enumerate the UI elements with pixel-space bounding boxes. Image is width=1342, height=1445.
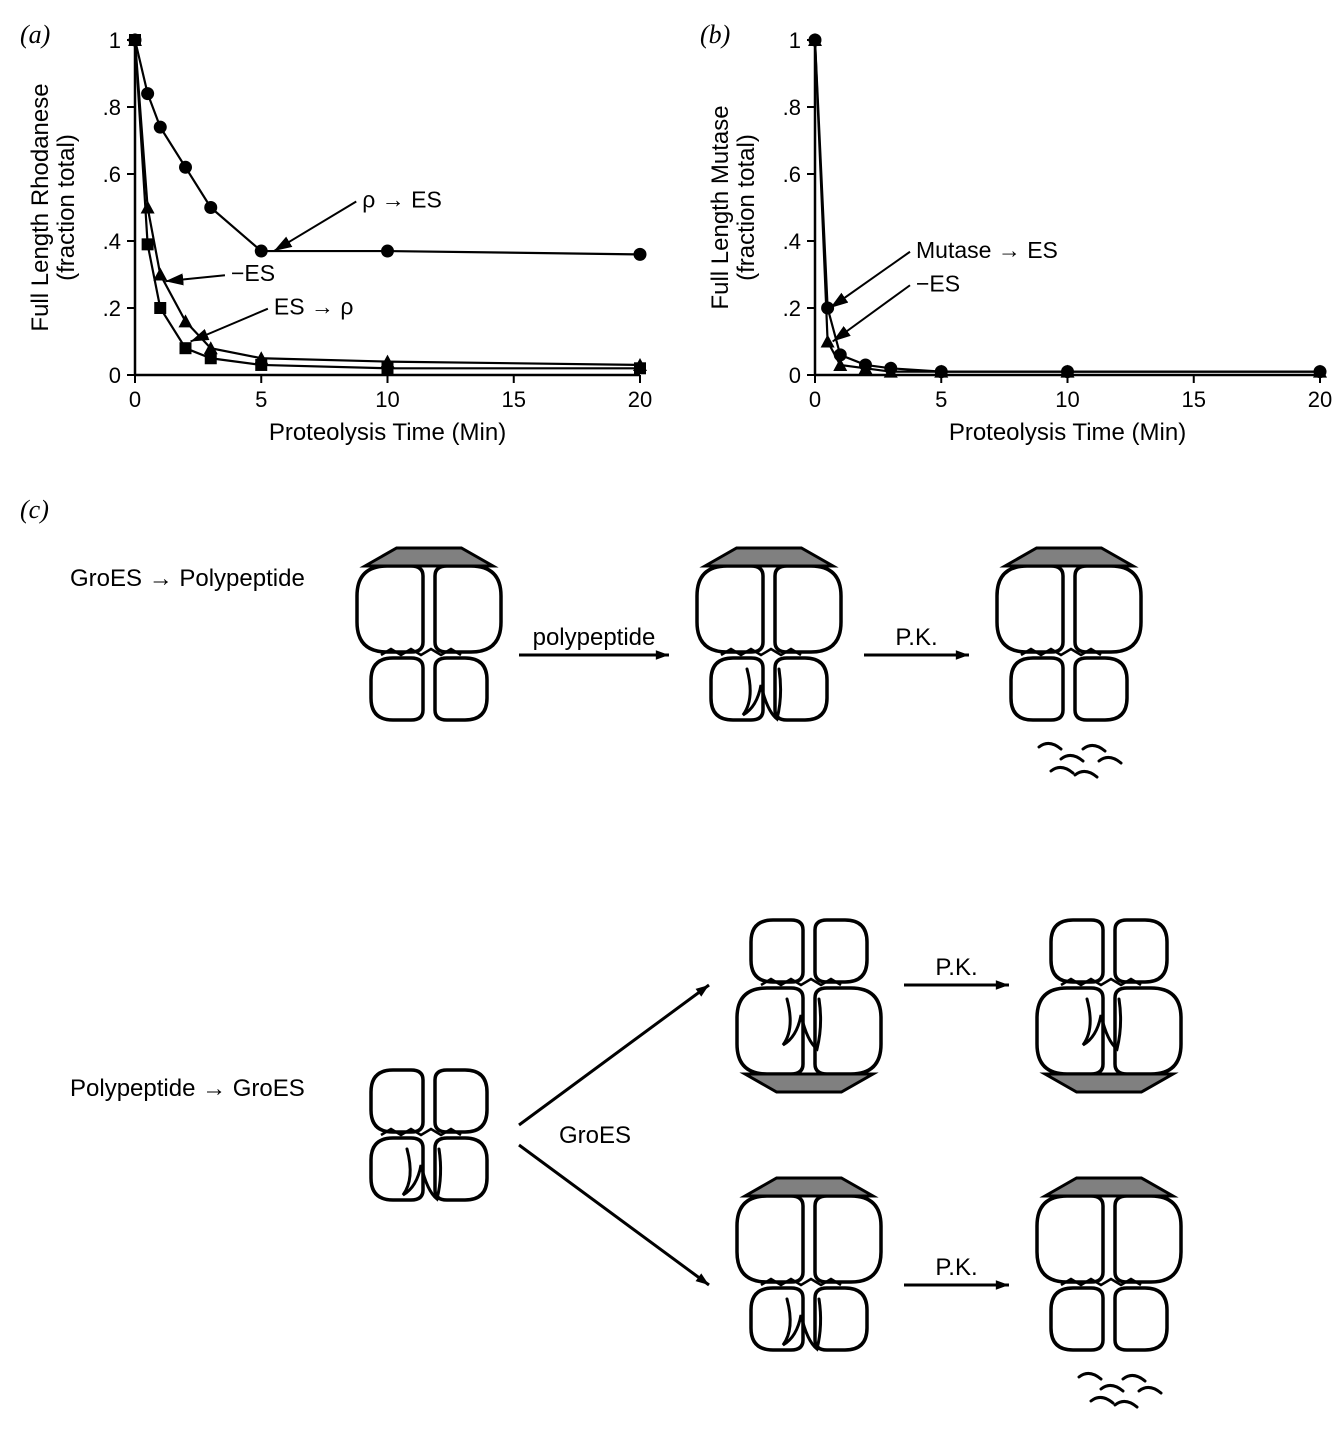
svg-text:Proteolysis Time (Min): Proteolysis Time (Min): [269, 419, 506, 446]
svg-text:.6: .6: [783, 162, 801, 187]
svg-text:20: 20: [628, 387, 652, 412]
diagram1-svg: polypeptide P.K.: [309, 535, 1309, 815]
figure: (a) 0.2.4.6.8105101520Proteolysis Time (…: [20, 20, 1322, 1415]
panel-c-label: (c): [20, 495, 1322, 525]
svg-text:.2: .2: [103, 296, 121, 321]
chart-b-svg: 0.2.4.6.8105101520Proteolysis Time (Min)…: [700, 20, 1340, 450]
svg-text:.4: .4: [103, 229, 121, 254]
svg-text:.8: .8: [783, 95, 801, 120]
svg-text:0: 0: [789, 363, 801, 388]
svg-text:P.K.: P.K.: [936, 954, 978, 981]
svg-text:Proteolysis Time (Min): Proteolysis Time (Min): [949, 419, 1186, 446]
chart-a-svg: 0.2.4.6.8105101520Proteolysis Time (Min)…: [20, 20, 660, 450]
svg-text:10: 10: [1055, 387, 1079, 412]
svg-text:(fraction total): (fraction total): [53, 134, 80, 281]
svg-text:Mutase → ES: Mutase → ES: [916, 237, 1058, 263]
panel-b: (b) 0.2.4.6.8105101520Proteolysis Time (…: [700, 20, 1340, 455]
svg-text:(fraction total): (fraction total): [733, 134, 760, 281]
svg-text:0: 0: [109, 363, 121, 388]
svg-text:ES → ρ: ES → ρ: [274, 294, 354, 320]
panel-a-label: (a): [20, 20, 50, 50]
svg-text:Full Length Rhodanese: Full Length Rhodanese: [27, 83, 54, 331]
pathway2-title: Polypeptide → GroES: [70, 1075, 305, 1103]
svg-text:0: 0: [129, 387, 141, 412]
diagram2-svg: GroES P.K. P.K.: [309, 855, 1309, 1415]
svg-text:.8: .8: [103, 95, 121, 120]
svg-text:20: 20: [1308, 387, 1332, 412]
svg-text:0: 0: [809, 387, 821, 412]
svg-text:1: 1: [789, 28, 801, 53]
pathway-2: Polypeptide → GroES GroES P.K. P.K.: [70, 855, 1322, 1415]
svg-text:.2: .2: [783, 296, 801, 321]
svg-text:15: 15: [1182, 387, 1206, 412]
panel-a: (a) 0.2.4.6.8105101520Proteolysis Time (…: [20, 20, 660, 455]
svg-text:.4: .4: [783, 229, 801, 254]
svg-text:10: 10: [375, 387, 399, 412]
svg-text:15: 15: [502, 387, 526, 412]
svg-text:1: 1: [109, 28, 121, 53]
panel-b-label: (b): [700, 20, 730, 50]
svg-text:P.K.: P.K.: [936, 1254, 978, 1281]
svg-text:−ES: −ES: [231, 260, 275, 286]
svg-text:polypeptide: polypeptide: [533, 624, 656, 651]
panel-c: (c) GroES → Polypeptide polypeptideP.K. …: [20, 495, 1322, 1415]
pathway-1: GroES → Polypeptide polypeptide P.K.: [70, 535, 1322, 815]
svg-text:5: 5: [255, 387, 267, 412]
pathway1-title: GroES → Polypeptide: [70, 565, 305, 593]
svg-text:GroES: GroES: [559, 1122, 631, 1149]
svg-text:Full Length Mutase: Full Length Mutase: [707, 105, 734, 309]
svg-text:ρ → ES: ρ → ES: [362, 187, 442, 213]
top-row: (a) 0.2.4.6.8105101520Proteolysis Time (…: [20, 20, 1322, 455]
svg-text:−ES: −ES: [916, 270, 960, 296]
svg-text:P.K.: P.K.: [896, 624, 938, 651]
svg-text:5: 5: [935, 387, 947, 412]
svg-text:.6: .6: [103, 162, 121, 187]
